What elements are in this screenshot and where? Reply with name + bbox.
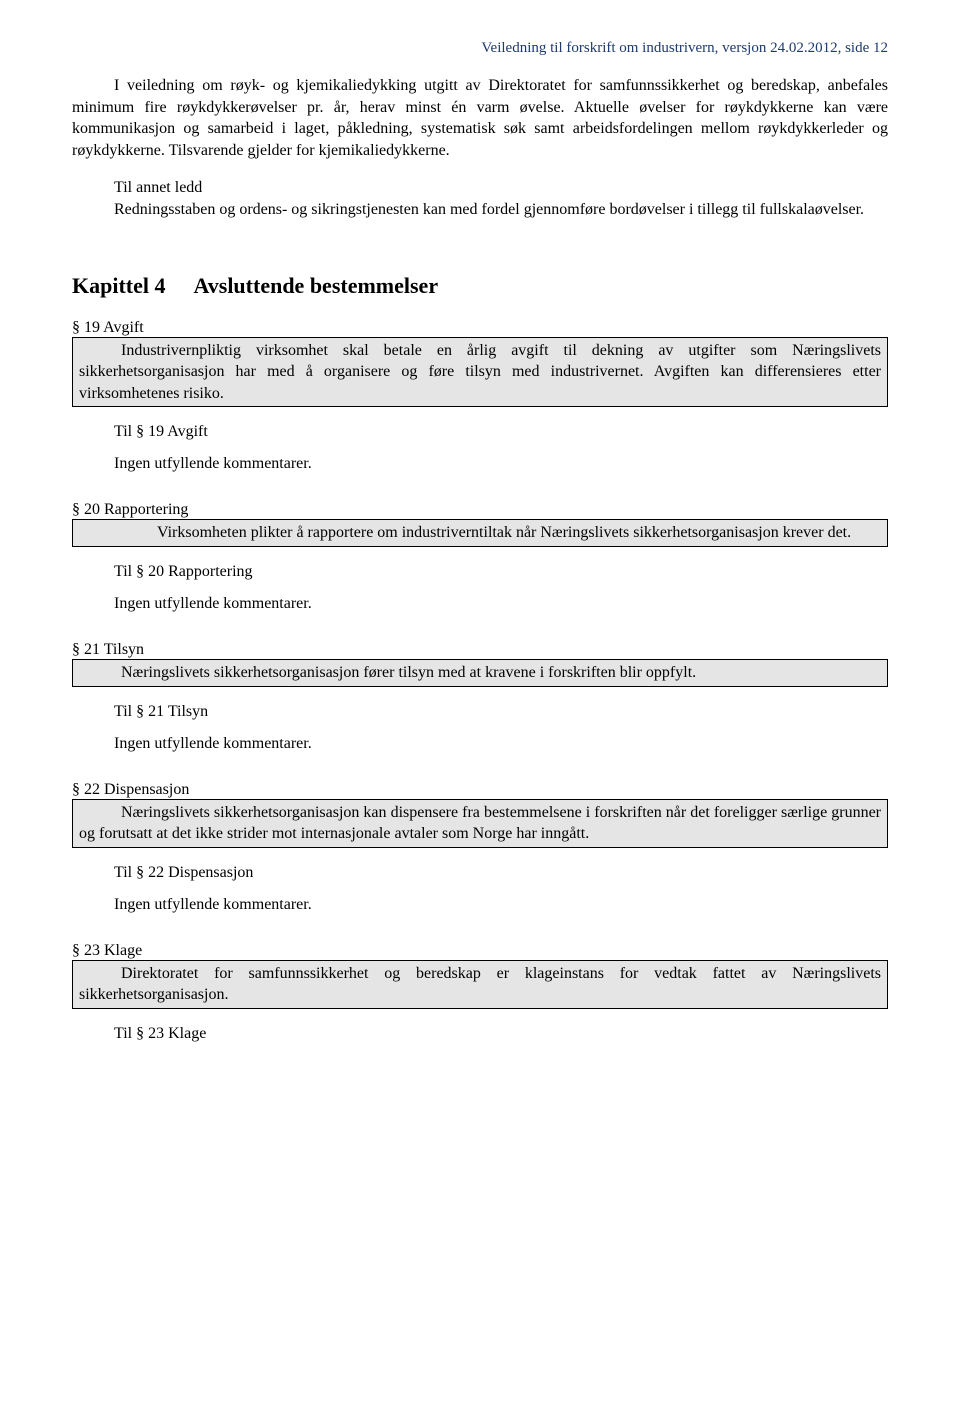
- section-19-sub: Til § 19 Avgift: [114, 423, 888, 441]
- section-20-sub: Til § 20 Rapportering: [114, 563, 888, 581]
- section-20-title: § 20 Rapportering: [72, 501, 888, 519]
- section-21-sub: Til § 21 Tilsyn: [114, 703, 888, 721]
- section-23-box: Direktoratet for samfunnssikkerhet og be…: [72, 960, 888, 1009]
- section-22-title: § 22 Dispensasjon: [72, 781, 888, 799]
- section-19-note: Ingen utfyllende kommentarer.: [114, 455, 888, 473]
- section-19-box: Industrivernpliktig virksomhet skal beta…: [72, 337, 888, 408]
- section-22-box: Næringslivets sikkerhetsorganisasjon kan…: [72, 799, 888, 848]
- section-22-box-text: Næringslivets sikkerhetsorganisasjon kan…: [79, 802, 881, 845]
- section-22-note: Ingen utfyllende kommentarer.: [114, 896, 888, 914]
- section-23-sub: Til § 23 Klage: [114, 1025, 888, 1043]
- section-20-note: Ingen utfyllende kommentarer.: [114, 595, 888, 613]
- section-21-box-text: Næringslivets sikkerhetsorganisasjon før…: [79, 662, 881, 684]
- section-23-box-text: Direktoratet for samfunnssikkerhet og be…: [79, 963, 881, 1006]
- chapter-number: Kapittel 4: [72, 273, 166, 299]
- page-header: Veiledning til forskrift om industrivern…: [72, 40, 888, 57]
- document-page: Veiledning til forskrift om industrivern…: [0, 0, 960, 1097]
- intro-paragraph-2: Redningsstaben og ordens- og sikringstje…: [72, 199, 888, 221]
- chapter-heading: Kapittel 4 Avsluttende bestemmelser: [72, 273, 888, 299]
- section-20-box: Virksomheten plikter å rapportere om ind…: [72, 519, 888, 547]
- section-23-title: § 23 Klage: [72, 942, 888, 960]
- section-20-box-text: Virksomheten plikter å rapportere om ind…: [115, 522, 881, 544]
- intro-paragraph-1: I veiledning om røyk- og kjemikaliedykki…: [72, 75, 888, 161]
- section-19-box-text: Industrivernpliktig virksomhet skal beta…: [79, 340, 881, 405]
- section-21-title: § 21 Tilsyn: [72, 641, 888, 659]
- section-22-sub: Til § 22 Dispensasjon: [114, 864, 888, 882]
- intro-subhead: Til annet ledd: [114, 177, 888, 199]
- section-21-box: Næringslivets sikkerhetsorganisasjon før…: [72, 659, 888, 687]
- chapter-title-text: Avsluttende bestemmelser: [194, 273, 439, 298]
- section-19-title: § 19 Avgift: [72, 319, 888, 337]
- section-21-note: Ingen utfyllende kommentarer.: [114, 735, 888, 753]
